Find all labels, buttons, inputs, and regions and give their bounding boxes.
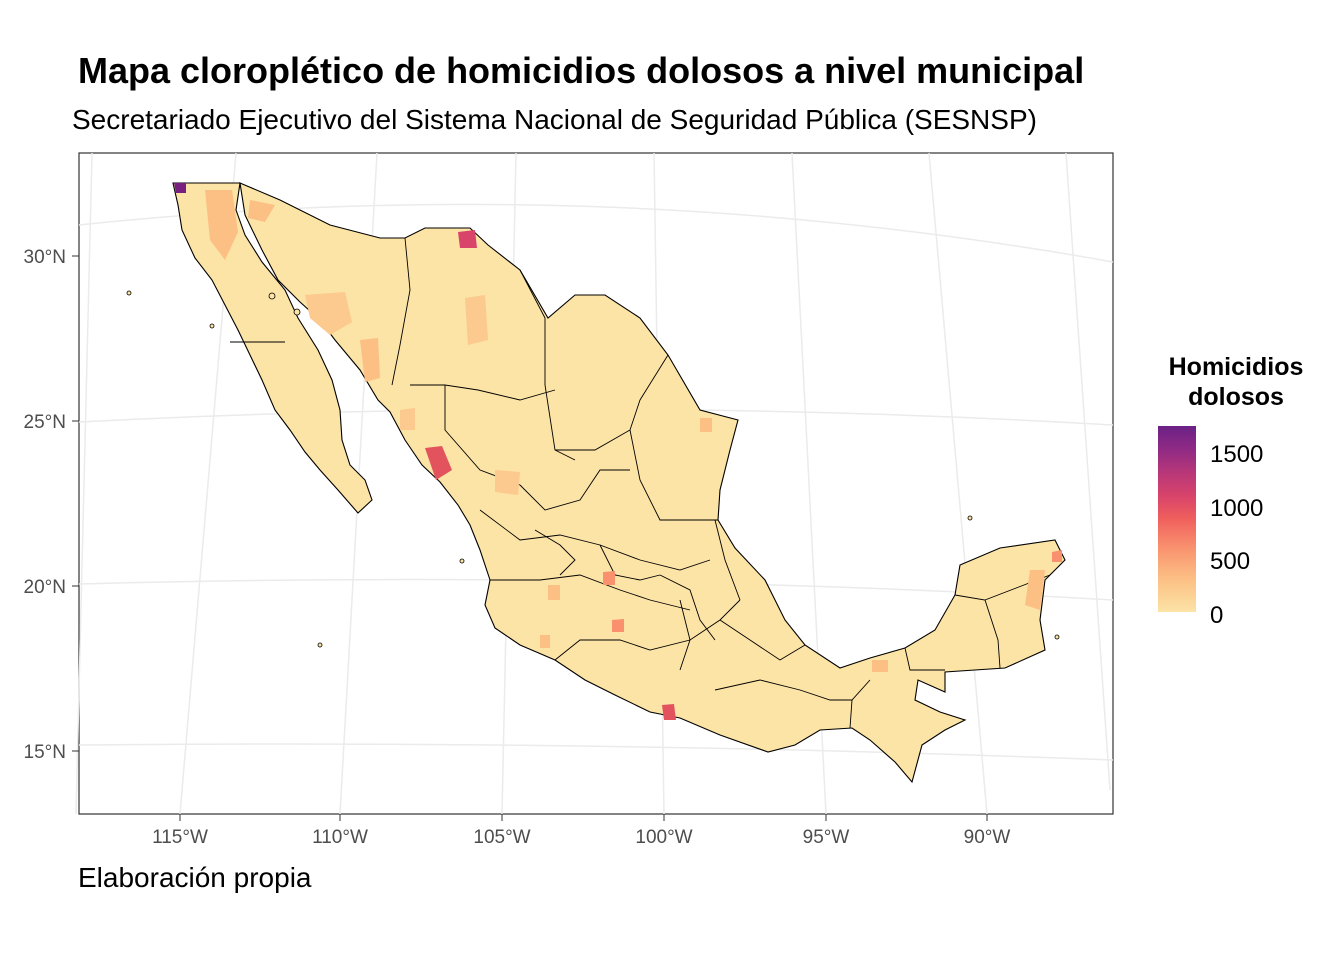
y-tick-label: 25°N (24, 412, 66, 433)
baja-california-peninsula (172, 182, 373, 514)
legend-title: Homicidios dolosos (1146, 352, 1326, 412)
x-tick-label: 115°W (152, 827, 208, 848)
legend-colorbar (1158, 426, 1196, 612)
legend-tick-label: 1500 (1210, 441, 1264, 468)
chart-title: Mapa cloroplético de homicidios dolosos … (78, 50, 1085, 91)
axis-ticks (72, 255, 988, 821)
legend-tick-label: 0 (1210, 602, 1224, 629)
state-borders (391, 237, 1051, 729)
legend-title-line2: dolosos (1188, 383, 1284, 411)
x-tick-label: 90°W (964, 827, 1011, 848)
municipal-hotspots (174, 183, 1062, 720)
legend-tick-label: 1000 (1210, 495, 1264, 522)
caption: Elaboración propia (78, 862, 312, 893)
x-tick-label: 95°W (803, 827, 850, 848)
mainland-mexico (239, 182, 1066, 784)
chart-subtitle: Secretariado Ejecutivo del Sistema Nacio… (72, 104, 1037, 135)
x-tick-label: 105°W (473, 827, 530, 848)
x-tick-label: 110°W (312, 827, 368, 848)
y-tick-label: 30°N (24, 247, 66, 268)
y-tick-label: 15°N (24, 742, 66, 763)
legend-title-line1: Homicidios (1168, 353, 1304, 381)
legend-tick-label: 500 (1210, 548, 1251, 575)
x-tick-label: 100°W (635, 827, 692, 848)
islands (126, 290, 1060, 648)
y-tick-label: 20°N (24, 577, 66, 598)
